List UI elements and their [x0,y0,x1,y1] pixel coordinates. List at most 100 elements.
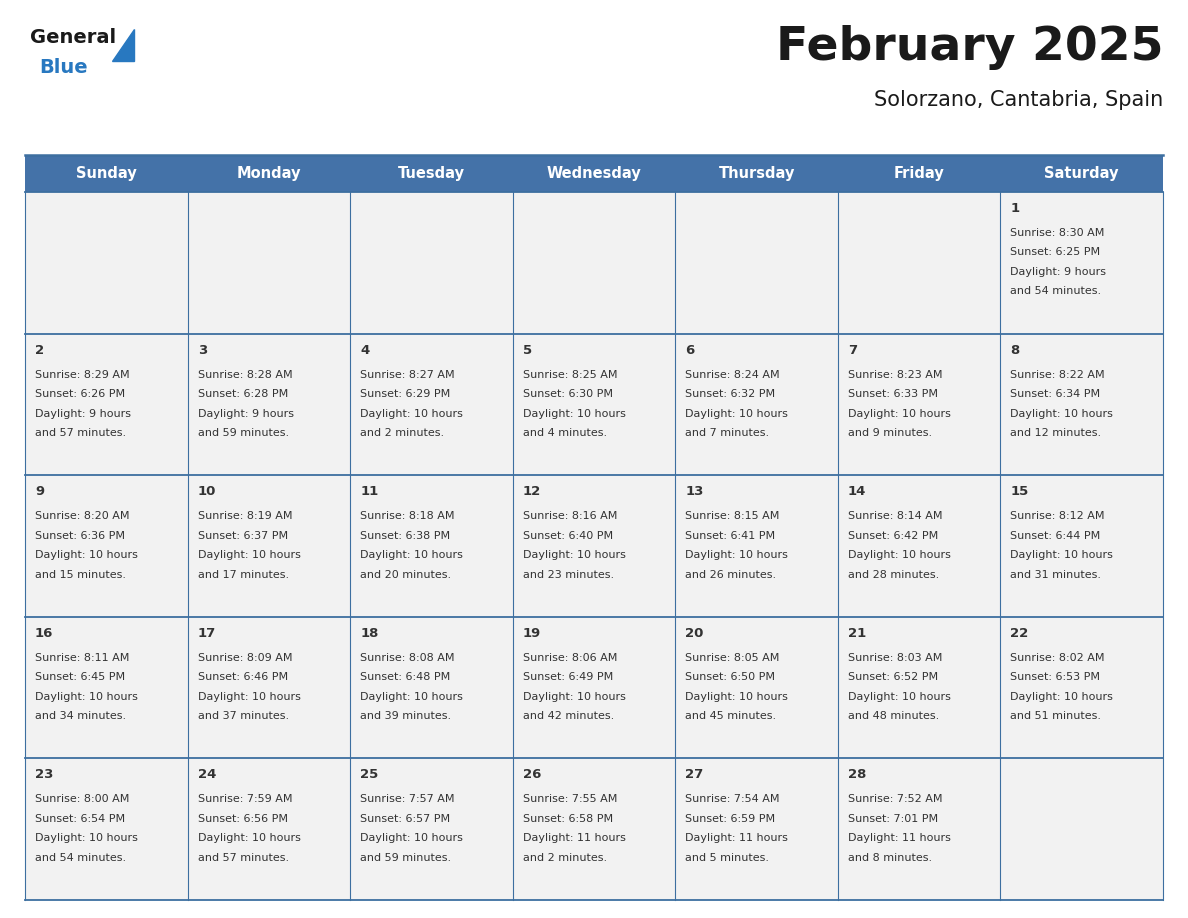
Text: and 26 minutes.: and 26 minutes. [685,570,777,579]
Bar [513,476,675,617]
Text: 23: 23 [34,768,53,781]
Text: 13: 13 [685,486,703,498]
Text: Sunrise: 8:15 AM: Sunrise: 8:15 AM [685,511,779,521]
Text: Sunrise: 8:27 AM: Sunrise: 8:27 AM [360,370,455,380]
Text: Sunset: 6:25 PM: Sunset: 6:25 PM [1011,248,1100,258]
Text: and 15 minutes.: and 15 minutes. [34,570,126,579]
Text: Daylight: 11 hours: Daylight: 11 hours [848,834,950,844]
Text: Daylight: 10 hours: Daylight: 10 hours [34,550,138,560]
Text: 15: 15 [1011,486,1029,498]
Text: and 42 minutes.: and 42 minutes. [523,711,614,722]
Text: Daylight: 9 hours: Daylight: 9 hours [197,409,293,419]
Text: Sunrise: 8:03 AM: Sunrise: 8:03 AM [848,653,942,663]
Text: Sunrise: 7:57 AM: Sunrise: 7:57 AM [360,794,455,804]
Text: Sunset: 6:37 PM: Sunset: 6:37 PM [197,531,287,541]
Bar [513,333,675,476]
Bar [838,617,1000,758]
Text: 12: 12 [523,486,541,498]
Text: Sunset: 6:32 PM: Sunset: 6:32 PM [685,389,776,399]
Text: Sunrise: 8:09 AM: Sunrise: 8:09 AM [197,653,292,663]
Bar [25,758,188,900]
Text: Sunset: 6:33 PM: Sunset: 6:33 PM [848,389,937,399]
Text: 20: 20 [685,627,703,640]
Text: Sunrise: 8:16 AM: Sunrise: 8:16 AM [523,511,617,521]
Text: 14: 14 [848,486,866,498]
Text: Sunset: 6:29 PM: Sunset: 6:29 PM [360,389,450,399]
Bar [675,476,838,617]
Bar [350,617,513,758]
Text: Daylight: 10 hours: Daylight: 10 hours [523,692,626,701]
Text: Sunset: 6:49 PM: Sunset: 6:49 PM [523,672,613,682]
Bar [188,333,350,476]
Text: and 59 minutes.: and 59 minutes. [197,428,289,438]
Text: Sunrise: 8:06 AM: Sunrise: 8:06 AM [523,653,617,663]
Text: Sunrise: 7:55 AM: Sunrise: 7:55 AM [523,794,617,804]
Bar [675,758,838,900]
Text: Daylight: 10 hours: Daylight: 10 hours [197,834,301,844]
Text: Sunset: 6:38 PM: Sunset: 6:38 PM [360,531,450,541]
Text: and 57 minutes.: and 57 minutes. [34,428,126,438]
Bar [25,476,188,617]
Bar [188,192,350,333]
Text: Daylight: 10 hours: Daylight: 10 hours [197,692,301,701]
Text: 11: 11 [360,486,379,498]
Text: Sunset: 6:44 PM: Sunset: 6:44 PM [1011,531,1100,541]
Text: Sunrise: 8:28 AM: Sunrise: 8:28 AM [197,370,292,380]
Text: Sunset: 6:58 PM: Sunset: 6:58 PM [523,814,613,823]
Bar [25,155,1163,192]
Text: 22: 22 [1011,627,1029,640]
Text: Sunset: 6:52 PM: Sunset: 6:52 PM [848,672,939,682]
Text: Daylight: 10 hours: Daylight: 10 hours [1011,550,1113,560]
Text: 27: 27 [685,768,703,781]
Bar [675,617,838,758]
Text: Daylight: 10 hours: Daylight: 10 hours [523,550,626,560]
Bar [188,476,350,617]
Text: Monday: Monday [236,166,301,181]
Bar [188,758,350,900]
Text: Daylight: 10 hours: Daylight: 10 hours [848,409,950,419]
Text: Daylight: 10 hours: Daylight: 10 hours [685,692,788,701]
Text: 17: 17 [197,627,216,640]
Text: Daylight: 10 hours: Daylight: 10 hours [360,692,463,701]
Text: Sunrise: 8:05 AM: Sunrise: 8:05 AM [685,653,779,663]
Text: Sunset: 6:30 PM: Sunset: 6:30 PM [523,389,613,399]
Text: Sunset: 6:56 PM: Sunset: 6:56 PM [197,814,287,823]
Text: 16: 16 [34,627,53,640]
Text: Daylight: 10 hours: Daylight: 10 hours [1011,409,1113,419]
Text: and 4 minutes.: and 4 minutes. [523,428,607,438]
Text: and 2 minutes.: and 2 minutes. [523,853,607,863]
Bar [1000,758,1163,900]
Bar [838,192,1000,333]
Text: and 37 minutes.: and 37 minutes. [197,711,289,722]
Text: and 2 minutes.: and 2 minutes. [360,428,444,438]
Text: 1: 1 [1011,202,1019,215]
Text: Sunset: 6:46 PM: Sunset: 6:46 PM [197,672,287,682]
Text: 19: 19 [523,627,541,640]
Text: and 12 minutes.: and 12 minutes. [1011,428,1101,438]
Bar [513,758,675,900]
Text: and 8 minutes.: and 8 minutes. [848,853,931,863]
Bar [25,192,188,333]
Text: Sunrise: 8:00 AM: Sunrise: 8:00 AM [34,794,129,804]
Text: Daylight: 10 hours: Daylight: 10 hours [685,550,788,560]
Text: Wednesday: Wednesday [546,166,642,181]
Text: Daylight: 9 hours: Daylight: 9 hours [34,409,131,419]
Text: Daylight: 9 hours: Daylight: 9 hours [1011,267,1106,277]
Text: Sunset: 6:40 PM: Sunset: 6:40 PM [523,531,613,541]
Text: Daylight: 10 hours: Daylight: 10 hours [34,692,138,701]
Text: Blue: Blue [39,58,88,77]
Text: Daylight: 10 hours: Daylight: 10 hours [360,409,463,419]
Text: 28: 28 [848,768,866,781]
Text: and 48 minutes.: and 48 minutes. [848,711,939,722]
Bar [838,333,1000,476]
Text: and 59 minutes.: and 59 minutes. [360,853,451,863]
Text: and 51 minutes.: and 51 minutes. [1011,711,1101,722]
Text: Sunset: 6:28 PM: Sunset: 6:28 PM [197,389,287,399]
Text: 18: 18 [360,627,379,640]
Text: Tuesday: Tuesday [398,166,465,181]
Text: and 7 minutes.: and 7 minutes. [685,428,770,438]
Text: 7: 7 [848,343,857,356]
Text: Sunrise: 8:02 AM: Sunrise: 8:02 AM [1011,653,1105,663]
Text: Sunrise: 8:23 AM: Sunrise: 8:23 AM [848,370,942,380]
Bar [350,758,513,900]
